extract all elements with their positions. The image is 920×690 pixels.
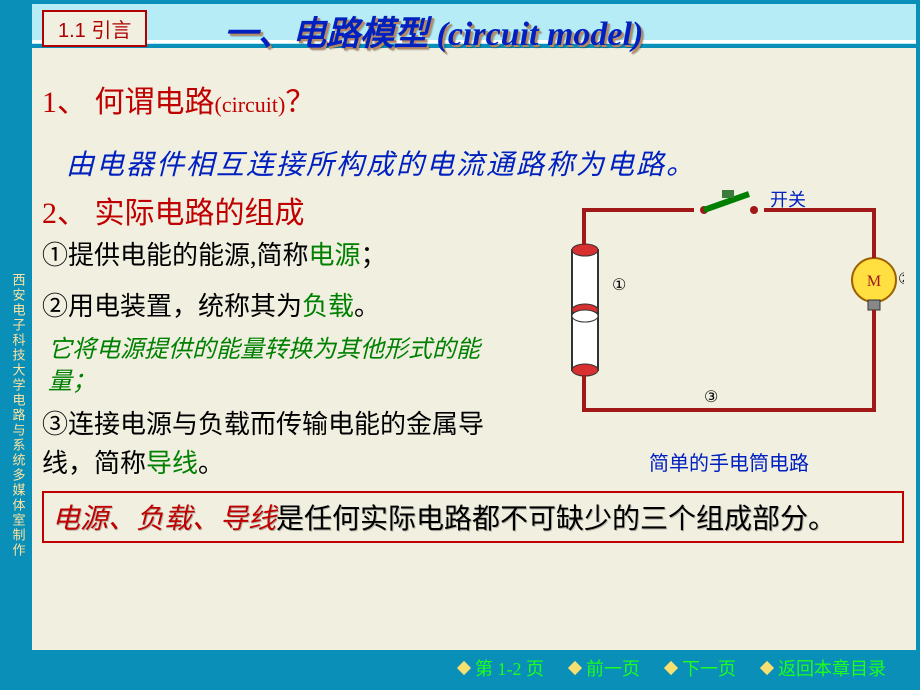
prev-button[interactable]: 前一页	[570, 655, 640, 681]
bottom-nav: 第 1-2 页 前一页 下一页 返回本章目录	[32, 650, 916, 686]
diagram-caption: 简单的手电筒电路	[554, 447, 904, 476]
switch-label: 开关	[770, 190, 806, 210]
svg-text:M: M	[867, 273, 881, 290]
section-tag: 1.1 引言	[42, 10, 147, 47]
item-1-key: 电源	[309, 241, 361, 270]
item-3-num: ③	[42, 410, 68, 439]
item-2-post: 。	[354, 292, 380, 321]
item-3-key: 导线	[146, 449, 198, 478]
item-1: ①提供电能的能源,简称电源；	[42, 236, 522, 275]
item-2-pre: 用电装置，统称其为	[68, 292, 302, 321]
q1-number: 1、	[42, 86, 95, 119]
item-1-post: ；	[361, 241, 387, 270]
item-3-post: 。	[198, 449, 224, 478]
marker-1: ①	[612, 277, 626, 294]
item-3-pre: 连接电源与负载而传输电能的金属导线，简称	[42, 410, 484, 478]
item-3: ③连接电源与负载而传输电能的金属导线，简称导线。	[42, 405, 522, 483]
page-indicator: 第 1-2 页	[459, 655, 544, 681]
question-1: 1、 何谓电路(circuit)？	[42, 80, 904, 125]
marker-2: ②	[898, 271, 904, 288]
item-2-note: 它将电源提供的能量转换为其他形式的能量；	[48, 334, 522, 399]
toc-label: 返回本章目录	[778, 655, 886, 681]
diamond-icon	[457, 661, 471, 675]
item-1-pre: 提供电能的能源,简称	[68, 241, 309, 270]
diamond-icon	[664, 661, 678, 675]
definition-text: 由电器件相互连接所构成的电流通路称为电路。	[66, 143, 904, 183]
q1-paren: (circuit)	[215, 92, 286, 117]
circuit-svg: M ① ② ③ 开关	[554, 190, 904, 440]
item-1-num: ①	[42, 241, 68, 270]
item-2-num: ②	[42, 292, 68, 321]
slide: 西安电子科技大学电路与系统多媒体室制作 1.1 引言 一、电路模型 (circu…	[0, 0, 920, 690]
slide-title: 一、电路模型 (circuit model)	[224, 6, 643, 55]
circuit-diagram: M ① ② ③ 开关 简单的手电筒电路	[554, 190, 904, 460]
summary-red: 电源、负载、导线	[52, 504, 276, 535]
page-label: 第 1-2 页	[475, 655, 544, 681]
diamond-icon	[760, 661, 774, 675]
item-2-key: 负载	[302, 292, 354, 321]
prev-label: 前一页	[586, 655, 640, 681]
summary-box: 电源、负载、导线是任何实际电路都不可缺少的三个组成部分。	[42, 491, 904, 543]
component-list: ①提供电能的能源,简称电源； ②用电装置，统称其为负载。 它将电源提供的能量转换…	[42, 236, 522, 483]
diamond-icon	[568, 661, 582, 675]
next-label: 下一页	[682, 655, 736, 681]
q1-text: 何谓电路	[95, 86, 215, 119]
next-button[interactable]: 下一页	[666, 655, 736, 681]
summary-rest: 是任何实际电路都不可缺少的三个组成部分。	[276, 504, 836, 535]
left-credit-strip: 西安电子科技大学电路与系统多媒体室制作	[4, 4, 32, 686]
item-2: ②用电装置，统称其为负载。	[42, 287, 522, 326]
toc-button[interactable]: 返回本章目录	[762, 655, 886, 681]
q1-mark: ？	[285, 86, 315, 119]
marker-3: ③	[704, 389, 718, 406]
